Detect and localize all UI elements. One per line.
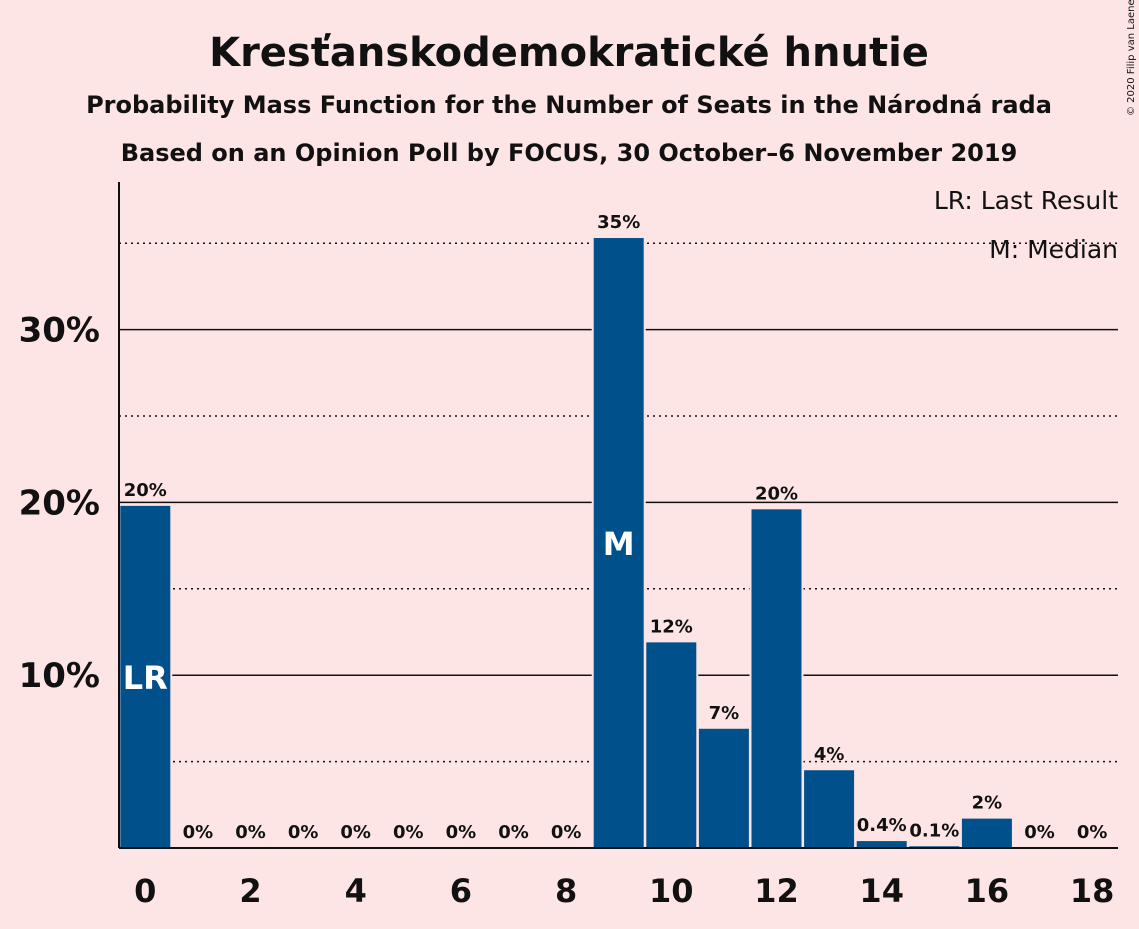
x-tick-label-14: 14 [859,872,904,910]
data-label-14: 0.4% [857,815,907,836]
x-tick-label-18: 18 [1070,872,1115,910]
bar-halo-15 [907,844,962,848]
x-tick-label-0: 0 [134,872,156,910]
bar-seats-13 [804,770,855,848]
data-label-12: 20% [755,483,798,504]
bar-seats-12 [751,509,802,848]
data-label-11: 7% [709,703,740,724]
chart-subtitle-1: Probability Mass Function for the Number… [86,91,1052,119]
bar-marker-lr: LR [123,659,168,697]
copyright-note: © 2020 Filip van Laenen [1126,0,1137,116]
data-label-9: 35% [597,212,640,233]
data-label-3: 0% [288,822,319,843]
bar-seats-16 [961,818,1012,848]
bar-seats-14 [856,841,907,848]
data-label-16: 2% [972,793,1003,814]
x-axis: 0 2 4 6 8 10 12 14 16 18 [119,847,1118,910]
x-tick-label-2: 2 [239,872,261,910]
x-tick-label-10: 10 [649,872,694,910]
bar-seats-11 [698,728,749,848]
data-label-15: 0.1% [909,820,959,841]
chart-subtitle-2: Based on an Opinion Poll by FOCUS, 30 Oc… [121,139,1018,167]
bar-seats-9 [593,238,644,849]
data-label-4: 0% [340,822,371,843]
x-tick-label-12: 12 [754,872,799,910]
y-tick-label-30: 30% [19,311,100,351]
bar-seats-0 [120,505,171,848]
x-tick-label-8: 8 [555,872,577,910]
x-tick-label-6: 6 [450,872,472,910]
data-label-7: 0% [498,822,529,843]
data-label-2: 0% [235,822,266,843]
data-label-13: 4% [814,744,845,765]
chart-title: Kresťanskodemokratické hnutie [209,30,929,76]
x-tick-label-4: 4 [345,872,367,910]
data-label-10: 12% [650,616,693,637]
data-label-6: 0% [446,822,477,843]
bars-group [118,236,1014,849]
y-tick-label-20: 20% [19,483,100,523]
legend-median: M: Median [989,235,1118,264]
data-label-1: 0% [183,822,214,843]
x-tick-label-16: 16 [965,872,1010,910]
data-label-18: 0% [1077,822,1108,843]
data-label-8: 0% [551,822,582,843]
data-labels-group: 20% 0% 0% 0% 0% 0% 0% 0% 0% 35% 12% 7% 20% 4% 0.4% 0.1%… [123,212,1108,843]
y-axis: 10% 20% 30% [19,182,120,848]
legend-last-result: LR: Last Result [934,186,1118,215]
data-label-17: 0% [1024,822,1055,843]
bar-seats-10 [646,642,697,848]
y-tick-label-10: 10% [19,656,100,696]
data-label-0: 20% [124,480,167,501]
bar-marker-m: M [603,525,635,563]
data-label-5: 0% [393,822,424,843]
